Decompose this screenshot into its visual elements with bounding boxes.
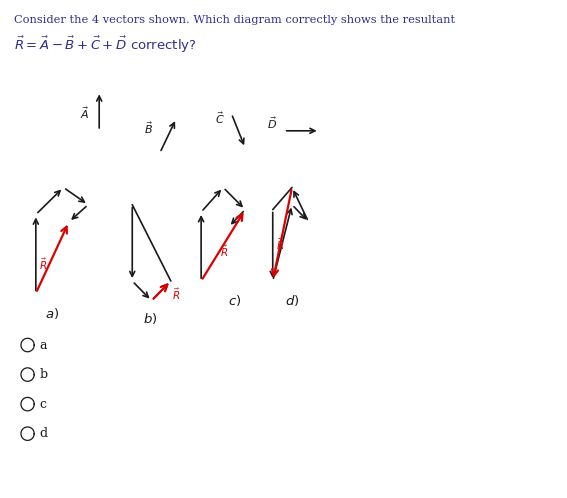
Text: c: c bbox=[40, 397, 46, 411]
Text: $\vec{R}$: $\vec{R}$ bbox=[276, 237, 284, 252]
Text: $\vec{A}$: $\vec{A}$ bbox=[81, 106, 90, 122]
Text: $\vec{R}$: $\vec{R}$ bbox=[221, 244, 229, 259]
Text: $\vec{C}$: $\vec{C}$ bbox=[214, 111, 225, 126]
Text: $\vec{D}$: $\vec{D}$ bbox=[266, 116, 277, 131]
Text: $\vec{R} = \vec{A} - \vec{B} + \vec{C} + \vec{D}$ correctly?: $\vec{R} = \vec{A} - \vec{B} + \vec{C} +… bbox=[14, 35, 196, 55]
Text: Consider the 4 vectors shown. Which diagram correctly shows the resultant: Consider the 4 vectors shown. Which diag… bbox=[14, 15, 455, 25]
Text: a: a bbox=[40, 339, 47, 352]
Text: $\vec{B}$: $\vec{B}$ bbox=[143, 121, 153, 136]
Text: b: b bbox=[40, 368, 48, 381]
Text: $\vec{R}$: $\vec{R}$ bbox=[172, 286, 181, 302]
Text: $\vec{R}$: $\vec{R}$ bbox=[39, 256, 47, 271]
Text: $c)$: $c)$ bbox=[227, 293, 241, 308]
Text: $b)$: $b)$ bbox=[143, 311, 157, 326]
Text: d: d bbox=[40, 427, 48, 440]
Text: $d)$: $d)$ bbox=[285, 293, 299, 308]
Text: $a)$: $a)$ bbox=[45, 306, 60, 321]
